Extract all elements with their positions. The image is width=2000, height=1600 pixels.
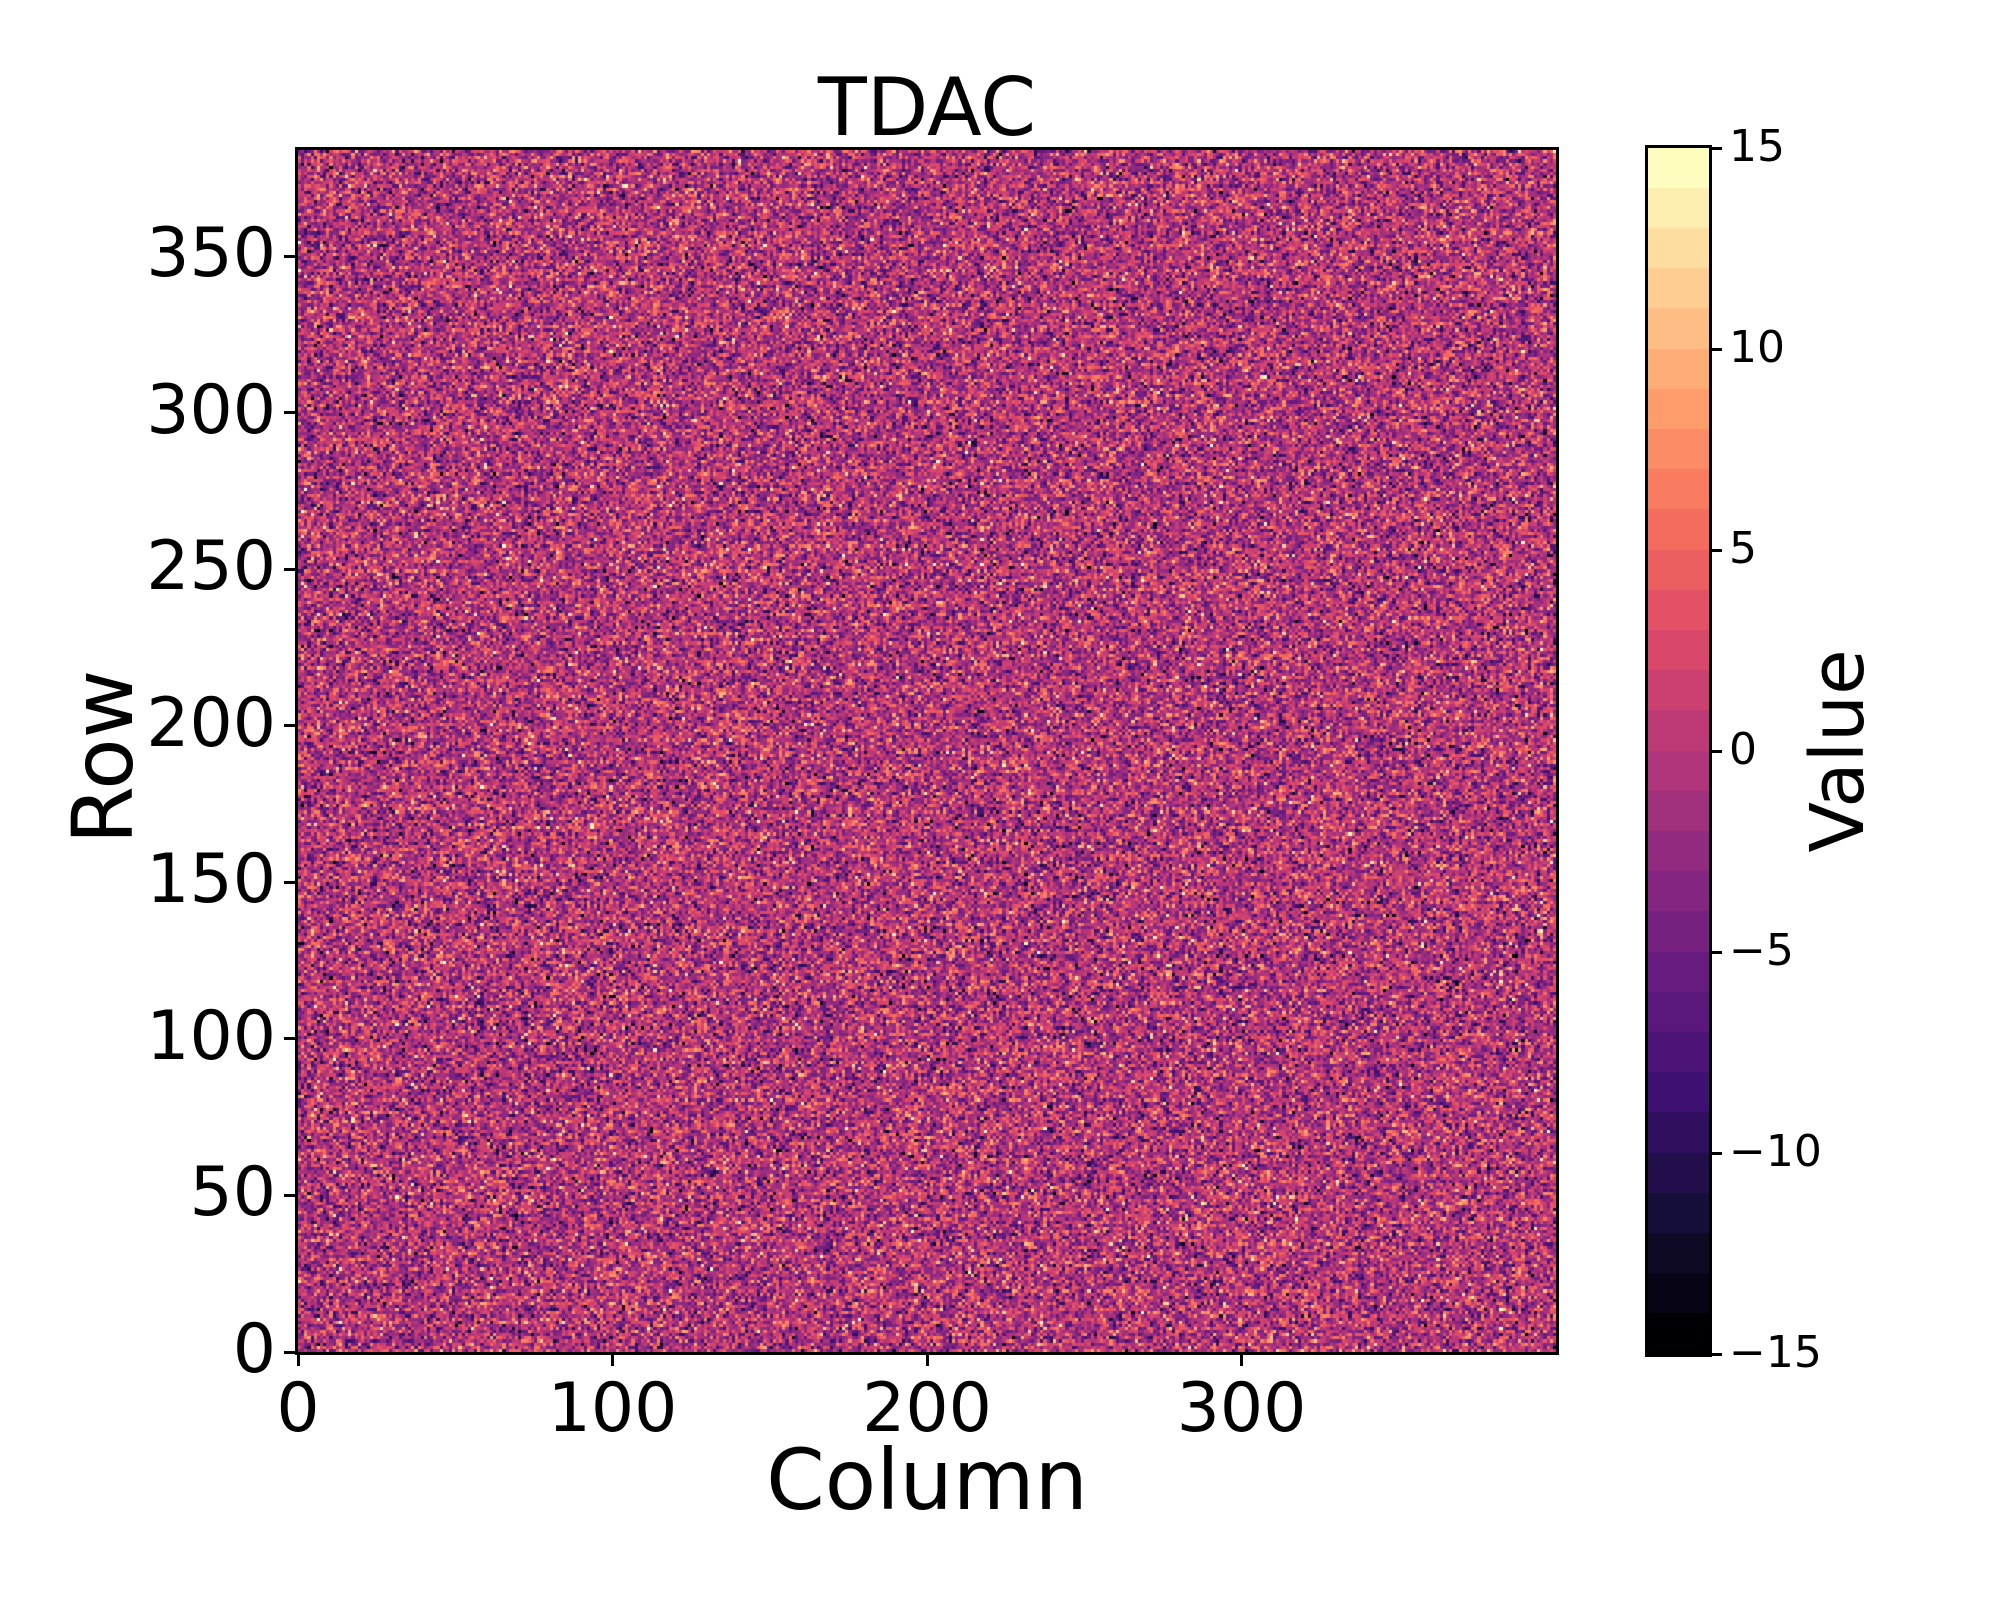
colorbar-tick-mark [1712,548,1722,552]
colorbar-tick-mark [1712,1352,1722,1356]
y-tick-label: 150 [146,840,276,920]
y-tick-label: 350 [146,214,276,294]
colorbar-tick-mark [1712,146,1722,150]
colorbar [1645,145,1712,1357]
y-tick-label: 50 [189,1153,276,1233]
y-tick-mark [284,567,295,571]
colorbar-tick-label: 0 [1729,724,1757,775]
colorbar-image [1648,148,1709,1354]
y-tick-mark [284,724,295,728]
x-tick-mark [1240,1355,1243,1366]
x-tick-mark [611,1355,614,1366]
x-axis-label: Column [766,1431,1088,1529]
x-tick-label: 100 [547,1369,678,1448]
y-tick-mark [284,1193,295,1197]
colorbar-tick-label: −5 [1729,925,1794,976]
y-tick-label: 250 [146,527,276,607]
x-tick-label: 200 [862,1369,992,1448]
y-tick-label: 300 [146,370,276,450]
y-tick-label: 200 [146,683,276,763]
y-tick-label: 100 [146,996,276,1076]
colorbar-tick-label: 5 [1729,523,1757,574]
heatmap-image [298,150,1556,1352]
colorbar-tick-mark [1712,347,1722,351]
x-tick-mark [296,1355,300,1366]
colorbar-tick-mark [1712,950,1722,954]
colorbar-tick-mark [1712,749,1722,753]
y-tick-mark [284,1037,295,1041]
heatmap-plot-area [295,147,1559,1355]
y-tick-label: 0 [232,1310,276,1389]
colorbar-tick-label: 15 [1729,121,1785,172]
y-tick-mark [284,880,295,884]
colorbar-tick-label: 10 [1729,322,1785,373]
y-tick-mark [284,254,295,258]
y-tick-mark [284,1350,295,1354]
colorbar-tick-label: −10 [1729,1126,1822,1177]
y-tick-mark [284,411,295,415]
x-tick-mark [925,1355,929,1366]
x-tick-label: 300 [1176,1369,1307,1448]
chart-title: TDAC [817,61,1037,154]
colorbar-tick-label: −15 [1729,1327,1822,1378]
x-tick-label: 0 [276,1369,320,1448]
colorbar-tick-mark [1712,1151,1722,1155]
